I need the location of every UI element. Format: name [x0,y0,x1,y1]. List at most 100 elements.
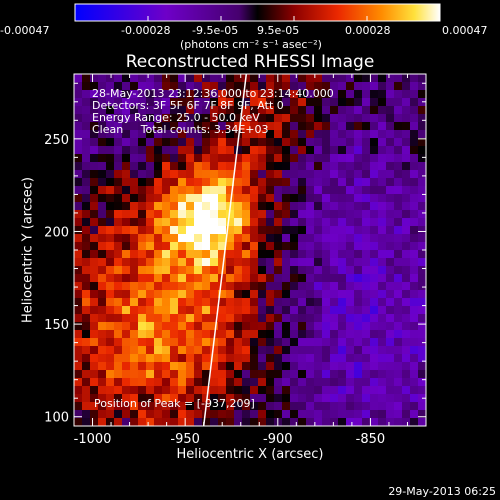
heatmap-cell [386,314,395,323]
heatmap-cell [282,138,291,147]
heatmap-cell [242,194,251,203]
heatmap-cell [178,106,187,115]
heatmap-cell [330,402,339,411]
heatmap-cell [122,130,131,139]
heatmap-cell [90,386,99,395]
heatmap-cell [82,322,91,331]
heatmap-cell [234,306,243,315]
heatmap-cell [178,250,187,259]
heatmap-cell [154,378,163,387]
heatmap-cell [146,202,155,211]
heatmap-cell [298,74,307,83]
heatmap-cell [114,290,123,299]
heatmap-cell [370,362,379,371]
heatmap-cell [282,362,291,371]
heatmap-cell [306,386,315,395]
heatmap-cell [410,402,419,411]
heatmap-cell [282,322,291,331]
heatmap-cell [98,410,107,419]
heatmap-cell [354,250,363,259]
heatmap-cell [106,418,115,426]
heatmap-cell [122,354,131,363]
heatmap-cell [90,394,99,403]
heatmap-cell [314,346,323,355]
heatmap-cell [210,138,219,147]
heatmap-cell [194,322,203,331]
heatmap-cell [122,250,131,259]
heatmap-cell [146,186,155,195]
heatmap-cell [74,266,83,275]
heatmap-cell [330,122,339,131]
heatmap-cell [346,170,355,179]
heatmap-cell [322,218,331,227]
heatmap-cell [282,106,291,115]
heatmap-cell [274,90,283,99]
heatmap-cell [258,114,267,123]
heatmap-cell [130,338,139,347]
heatmap-cell [266,314,275,323]
heatmap-cell [250,178,259,187]
heatmap-cell [186,186,195,195]
heatmap-cell [234,394,243,403]
heatmap-cell [202,234,211,243]
heatmap-cell [402,234,411,243]
heatmap-cell [178,282,187,291]
heatmap-cell [402,106,411,115]
heatmap-cell [298,290,307,299]
heatmap-cell [378,90,387,99]
heatmap-cell [178,330,187,339]
heatmap-cell [146,378,155,387]
heatmap-cell [146,330,155,339]
heatmap-cell [226,258,235,267]
heatmap-cell [130,370,139,379]
heatmap-cell [266,362,275,371]
heatmap-cell [90,338,99,347]
heatmap-cell [258,386,267,395]
heatmap-cell [82,74,91,83]
heatmap-cell [282,402,291,411]
heatmap-cell [122,114,131,123]
heatmap-cell [290,154,299,163]
heatmap-cell [234,258,243,267]
heatmap-cell [410,170,419,179]
y-tick-label: 150 [44,318,69,333]
heatmap-cell [242,90,251,99]
heatmap-cell [162,274,171,283]
heatmap-cell [258,138,267,147]
heatmap-cell [210,154,219,163]
heatmap-cell [194,386,203,395]
heatmap-cell [154,218,163,227]
heatmap-cell [418,138,426,147]
heatmap-cell [410,386,419,395]
heatmap-cell [162,170,171,179]
heatmap-cell [274,186,283,195]
heatmap-cell [170,226,179,235]
heatmap-cell [194,306,203,315]
heatmap-cell [418,266,426,275]
heatmap-cell [354,242,363,251]
x-tick-label: -950 [170,432,200,447]
heatmap-cell [98,138,107,147]
heatmap-cell [114,258,123,267]
heatmap-cell [370,330,379,339]
heatmap-cell [322,146,331,155]
heatmap-cell [130,418,139,426]
heatmap-cell [122,330,131,339]
heatmap-cell [154,338,163,347]
heatmap-cell [82,378,91,387]
heatmap-cell [274,322,283,331]
heatmap-cell [386,418,395,426]
heatmap-cell [266,178,275,187]
heatmap-cell [98,402,107,411]
heatmap-cell [354,186,363,195]
heatmap-cell [98,170,107,179]
heatmap-cell [274,138,283,147]
heatmap-cell [298,90,307,99]
heatmap-cell [154,106,163,115]
heatmap-cell [146,386,155,395]
heatmap-cell [210,362,219,371]
heatmap-cell [170,266,179,275]
heatmap-cell [106,250,115,259]
heatmap-cell [82,170,91,179]
heatmap-cell [314,146,323,155]
